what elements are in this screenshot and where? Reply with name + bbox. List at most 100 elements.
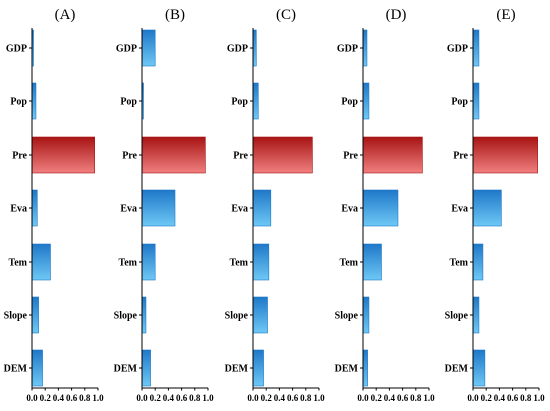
x-tick-label: 0.0 — [467, 393, 479, 403]
panel-title: (A) — [55, 7, 76, 23]
bar — [252, 189, 272, 227]
panel-title: (E) — [496, 7, 515, 23]
category-label: GDP — [447, 44, 468, 55]
x-tick-label: 0.0 — [357, 393, 369, 403]
panel-title: (C) — [276, 7, 296, 23]
x-tick-label: 0.2 — [40, 393, 52, 403]
category-label: Pre — [233, 151, 248, 162]
category-label: Eva — [451, 204, 468, 215]
category-label: Pop — [10, 97, 27, 108]
x-tick-label: 0.4 — [384, 393, 396, 403]
bar — [31, 349, 43, 387]
category-label: DEM — [335, 364, 359, 375]
chart-panel: (C) GDP Pop Pre Eva Tem Slope DEM 0.0 0.2 0.4 0.6 0.… — [225, 7, 325, 403]
x-tick-label: 0.8 — [189, 393, 201, 403]
bar — [31, 296, 39, 334]
bar — [141, 349, 151, 387]
bar — [362, 189, 399, 227]
x-tick-label: 0.6 — [66, 393, 78, 403]
category-label: Pop — [451, 97, 468, 108]
bar — [362, 243, 382, 281]
category-label: Pre — [343, 151, 358, 162]
category-label: DEM — [225, 364, 249, 375]
bar — [472, 243, 484, 281]
category-label: Slope — [335, 311, 359, 322]
category-label: GDP — [227, 44, 248, 55]
category-label: Tem — [339, 258, 358, 269]
category-label: GDP — [337, 44, 358, 55]
category-label: Tem — [449, 258, 468, 269]
bar — [31, 82, 37, 120]
bar — [362, 136, 423, 174]
bar — [31, 189, 38, 227]
category-label: Eva — [341, 204, 358, 215]
x-tick-label: 0.0 — [247, 393, 259, 403]
category-label: DEM — [114, 364, 138, 375]
bar — [141, 243, 156, 281]
category-label: Eva — [10, 204, 27, 215]
category-label: Pre — [453, 151, 468, 162]
bar — [472, 349, 486, 387]
bar — [472, 136, 538, 174]
x-tick-label: 0.4 — [494, 393, 506, 403]
x-tick-label: 0.8 — [520, 393, 532, 403]
bar — [362, 82, 370, 120]
category-label: Pre — [122, 151, 137, 162]
bar — [252, 296, 268, 334]
category-label: Slope — [4, 311, 28, 322]
bar — [141, 189, 176, 227]
bar — [252, 82, 259, 120]
panel-title: (B) — [165, 7, 185, 23]
bar — [252, 136, 313, 174]
x-tick-label: 0.8 — [79, 393, 91, 403]
x-tick-label: 1.0 — [533, 393, 545, 403]
bar — [31, 136, 96, 174]
bar — [472, 82, 480, 120]
chart-panel: (E) GDP Pop Pre Eva Tem Slope DEM 0.0 0.2 0.4 0.6 0.… — [445, 7, 545, 403]
category-label: Slope — [114, 311, 138, 322]
chart-panel: (B) GDP Pop Pre Eva Tem Slope DEM 0.0 0.2 0.4 0.6 0.… — [114, 7, 214, 403]
category-label: Slope — [225, 311, 249, 322]
x-tick-label: 1.0 — [423, 393, 435, 403]
x-tick-label: 0.4 — [53, 393, 65, 403]
bar — [472, 189, 502, 227]
x-tick-label: 0.2 — [150, 393, 162, 403]
chart-panel: (A) GDP Pop Pre Eva Tem Slope DEM 0.0 0.2 0.4 0.6 0.… — [4, 7, 104, 403]
category-label: Pop — [231, 97, 248, 108]
x-tick-label: 0.2 — [481, 393, 493, 403]
bar — [472, 29, 480, 67]
bar — [252, 349, 264, 387]
bar — [252, 243, 270, 281]
category-label: Eva — [231, 204, 248, 215]
x-tick-label: 1.0 — [313, 393, 325, 403]
x-tick-label: 0.2 — [371, 393, 383, 403]
category-label: Pop — [341, 97, 358, 108]
x-tick-label: 0.0 — [136, 393, 148, 403]
x-tick-label: 1.0 — [202, 393, 214, 403]
category-label: DEM — [445, 364, 469, 375]
x-tick-label: 0.0 — [26, 393, 38, 403]
category-label: Pop — [120, 97, 137, 108]
category-label: Tem — [229, 258, 248, 269]
bar — [362, 296, 370, 334]
category-label: Slope — [445, 311, 469, 322]
chart-panel: (D) GDP Pop Pre Eva Tem Slope DEM 0.0 0.2 0.4 0.6 0.… — [335, 7, 435, 403]
category-label: GDP — [116, 44, 137, 55]
x-tick-label: 0.6 — [287, 393, 299, 403]
category-label: Tem — [8, 258, 27, 269]
bar — [362, 349, 368, 387]
bar — [141, 29, 156, 67]
category-label: Eva — [120, 204, 137, 215]
category-label: Pre — [12, 151, 27, 162]
bar — [31, 243, 51, 281]
x-tick-label: 0.6 — [397, 393, 409, 403]
x-tick-label: 1.0 — [92, 393, 104, 403]
bar — [141, 296, 147, 334]
x-tick-label: 0.8 — [300, 393, 312, 403]
x-tick-label: 0.4 — [163, 393, 175, 403]
panel-title: (D) — [386, 7, 407, 23]
bar — [141, 136, 206, 174]
category-label: Tem — [118, 258, 137, 269]
bar — [472, 296, 480, 334]
